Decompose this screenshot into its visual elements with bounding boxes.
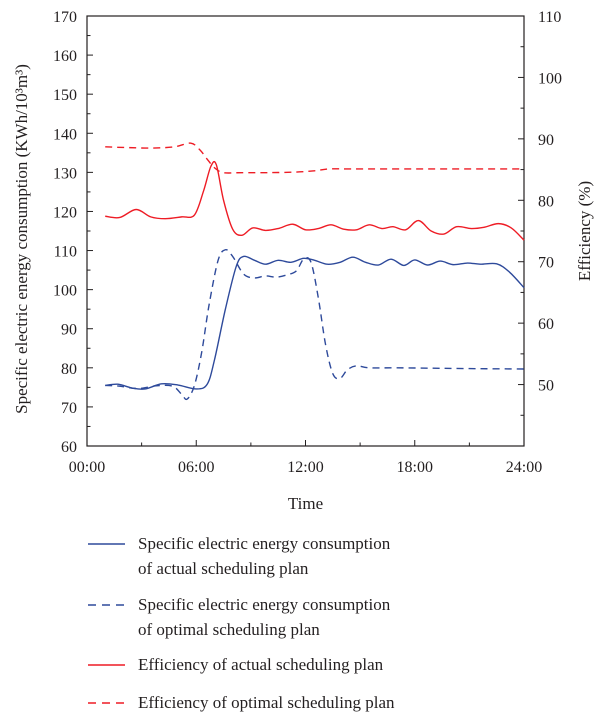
left-y-tick-label: 60 [61,439,77,456]
x-tick-label: 06:00 [178,459,214,476]
series-line-1 [105,255,525,390]
x-tick-label: 24:00 [506,459,542,476]
right-y-tick-label: 90 [538,132,554,149]
series-line-4 [105,142,524,174]
left-y-tick-label: 160 [53,48,77,65]
right-y-tick-label: 60 [538,316,554,333]
left-y-tick-label: 140 [53,126,77,143]
left-y-tick-label: 70 [61,400,77,417]
legend-label-4: Efficiency of optimal scheduling plan [138,693,395,712]
left-y-tick-label: 100 [53,283,77,300]
legend-label-3: Efficiency of actual scheduling plan [138,655,384,674]
right-y-tick-label: 80 [538,193,554,210]
right-y-tick-label: 70 [538,255,554,272]
left-y-tick-label: 150 [53,87,77,104]
series-line-2 [105,248,525,401]
plot-frame [86,15,525,447]
legend-label-1: of actual scheduling plan [138,559,309,578]
left-y-tick-label: 170 [53,9,77,26]
series-line-3 [105,160,525,241]
left-y-tick-label: 120 [53,204,77,221]
left-y-tick-label: 110 [54,244,77,261]
x-tick-label: 18:00 [397,459,433,476]
right-y-axis-label: Efficiency (%) [575,181,594,281]
x-axis-label: Time [288,494,323,513]
right-y-tick-label: 100 [538,70,562,87]
left-y-tick-label: 90 [61,322,77,339]
legend-label-2: Specific electric energy consumption [138,595,391,614]
left-y-tick-label: 130 [53,165,77,182]
right-y-tick-label: 110 [538,9,561,26]
legend-label-1: Specific electric energy consumption [138,534,391,553]
legend: Specific electric energy consumption of a… [88,534,395,712]
left-y-axis-label: Specific electric energy consumption (KW… [12,64,31,414]
x-tick-label: 12:00 [287,459,323,476]
legend-label-2: of optimal scheduling plan [138,620,320,639]
right-y-tick-label: 50 [538,378,554,395]
left-y-tick-label: 80 [61,361,77,378]
x-tick-label: 00:00 [69,459,105,476]
